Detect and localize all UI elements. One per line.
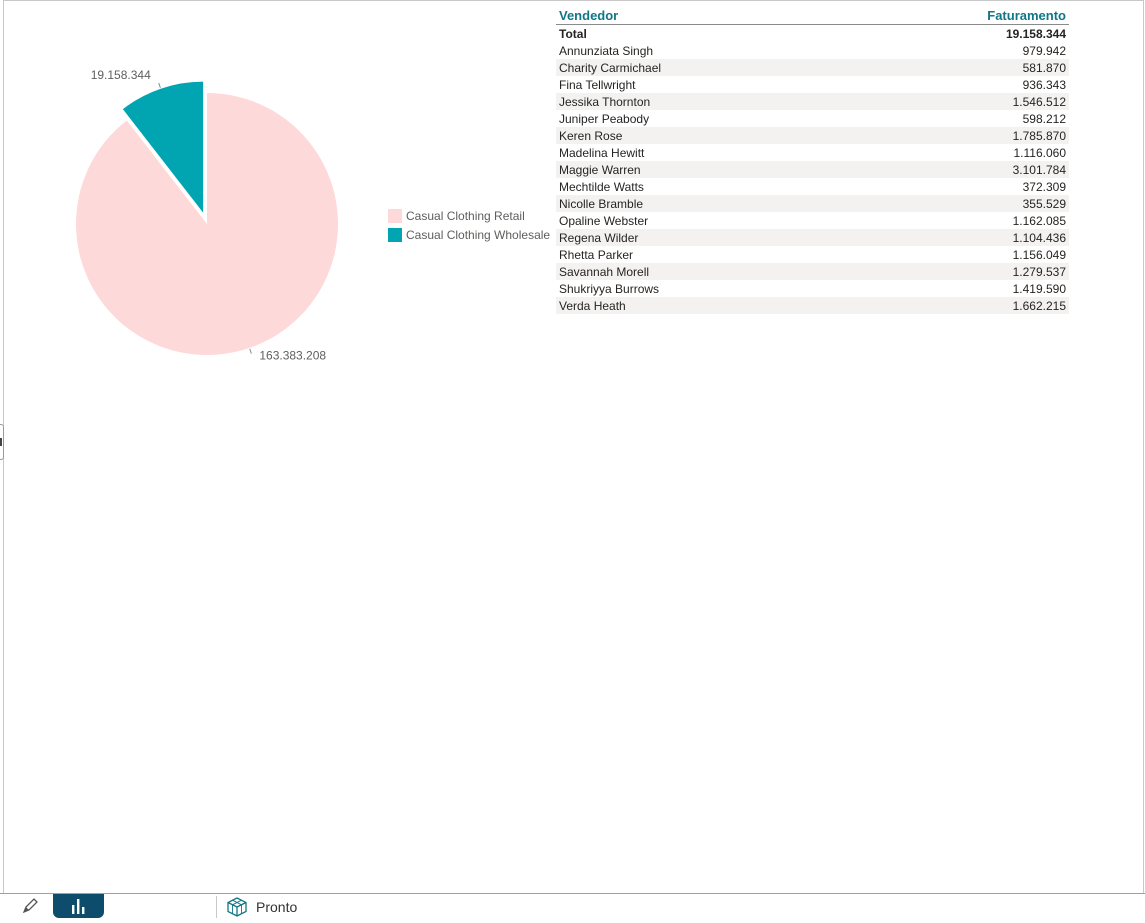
sales-table: Vendedor Faturamento Total 19.158.344 An… (556, 6, 1069, 314)
table-body: Annunziata Singh 979.942 Charity Carmichae… (556, 42, 1069, 314)
cube-icon (227, 897, 247, 917)
row-vendedor: Annunziata Singh (559, 43, 654, 58)
data-label-wholesale: 19.158.344 (91, 68, 151, 82)
data-label-leader (249, 348, 252, 354)
table-row[interactable]: Nicolle Bramble 355.529 (556, 195, 1069, 212)
row-vendedor: Rhetta Parker (559, 247, 634, 262)
pencil-icon (22, 898, 38, 914)
table-row[interactable]: Verda Heath 1.662.215 (556, 297, 1069, 314)
row-vendedor: Madelina Hewitt (559, 145, 645, 160)
row-faturamento: 1.116.060 (1013, 145, 1067, 160)
table-row[interactable]: Madelina Hewitt 1.116.060 (556, 144, 1069, 161)
row-vendedor: Juniper Peabody (559, 111, 650, 126)
data-label-leader (158, 82, 161, 88)
row-faturamento: 1.156.049 (1012, 247, 1066, 262)
table-row[interactable]: Juniper Peabody 598.212 (556, 110, 1069, 127)
report-view-button[interactable] (53, 894, 104, 918)
header-faturamento[interactable]: Faturamento (987, 8, 1066, 23)
legend-item-retail[interactable]: Casual Clothing Retail (388, 206, 550, 225)
row-vendedor: Shukriyya Burrows (559, 281, 660, 296)
row-faturamento: 1.279.537 (1012, 264, 1066, 279)
status-bar: Pronto (0, 893, 1145, 918)
legend-label-wholesale: Casual Clothing Wholesale (406, 227, 551, 242)
table-row[interactable]: Annunziata Singh 979.942 (556, 42, 1069, 59)
row-vendedor: Opaline Webster (559, 213, 649, 228)
row-vendedor: Mechtilde Watts (559, 179, 644, 194)
table-total-row: Total 19.158.344 (556, 25, 1069, 42)
row-faturamento: 1.785.870 (1012, 128, 1066, 143)
row-vendedor: Nicolle Bramble (559, 196, 644, 211)
panel-collapse-handle[interactable] (0, 424, 4, 460)
header-vendedor[interactable]: Vendedor (559, 8, 619, 23)
bar-chart-icon (72, 899, 85, 914)
total-label: Total (559, 26, 587, 41)
row-vendedor: Charity Carmichael (559, 60, 662, 75)
table-row[interactable]: Charity Carmichael 581.870 (556, 59, 1069, 76)
pie-chart: 163.383.208 19.158.344 (75, 68, 338, 363)
table-row[interactable]: Opaline Webster 1.162.085 (556, 212, 1069, 229)
legend-swatch-wholesale (388, 227, 402, 242)
legend-swatch-retail (388, 208, 402, 223)
table-row[interactable]: Regena Wilder 1.104.436 (556, 229, 1069, 246)
table-row[interactable]: Shukriyya Burrows 1.419.590 (556, 280, 1069, 297)
row-vendedor: Verda Heath (559, 298, 626, 313)
row-vendedor: Savannah Morell (559, 264, 650, 279)
row-faturamento: 3.101.784 (1012, 162, 1066, 177)
table-row[interactable]: Maggie Warren 3.101.784 (556, 161, 1069, 178)
status-indicator: Pronto (226, 897, 297, 917)
row-faturamento: 372.309 (1022, 179, 1066, 194)
table-row[interactable]: Savannah Morell 1.279.537 (556, 263, 1069, 280)
row-vendedor: Regena Wilder (559, 230, 639, 245)
row-faturamento: 355.529 (1022, 196, 1066, 211)
row-vendedor: Jessika Thornton (559, 94, 651, 109)
row-faturamento: 1.104.436 (1012, 230, 1066, 245)
row-faturamento: 1.662.215 (1012, 298, 1066, 313)
row-faturamento: 979.942 (1022, 43, 1066, 58)
row-faturamento: 1.419.590 (1012, 281, 1066, 296)
table-row[interactable]: Rhetta Parker 1.156.049 (556, 246, 1069, 263)
pie-slice-retail[interactable] (75, 93, 338, 355)
legend-item-wholesale[interactable]: Casual Clothing Wholesale (388, 225, 550, 244)
table-row[interactable]: Mechtilde Watts 372.309 (556, 178, 1069, 195)
data-label-retail: 163.383.208 (259, 349, 326, 363)
row-faturamento: 936.343 (1022, 77, 1066, 92)
row-vendedor: Maggie Warren (559, 162, 641, 177)
edit-button[interactable] (5, 894, 53, 918)
table-row[interactable]: Keren Rose 1.785.870 (556, 127, 1069, 144)
total-value: 19.158.344 (1005, 26, 1066, 41)
table-row[interactable]: Jessika Thornton 1.546.512 (556, 93, 1069, 110)
row-vendedor: Fina Tellwright (559, 77, 636, 92)
row-vendedor: Keren Rose (559, 128, 623, 143)
row-faturamento: 581.870 (1022, 60, 1066, 75)
table-header: Vendedor Faturamento (556, 6, 1069, 25)
legend-label-retail: Casual Clothing Retail (406, 208, 525, 223)
status-separator (216, 896, 217, 918)
status-text: Pronto (256, 899, 298, 915)
row-faturamento: 598.212 (1022, 111, 1066, 126)
row-faturamento: 1.546.512 (1012, 94, 1066, 109)
table-row[interactable]: Fina Tellwright 936.343 (556, 76, 1069, 93)
pie-slice-wholesale[interactable] (122, 81, 204, 213)
pie-legend: Casual Clothing Retail Casual Clothing W… (388, 206, 550, 244)
row-faturamento: 1.162.085 (1012, 213, 1066, 228)
